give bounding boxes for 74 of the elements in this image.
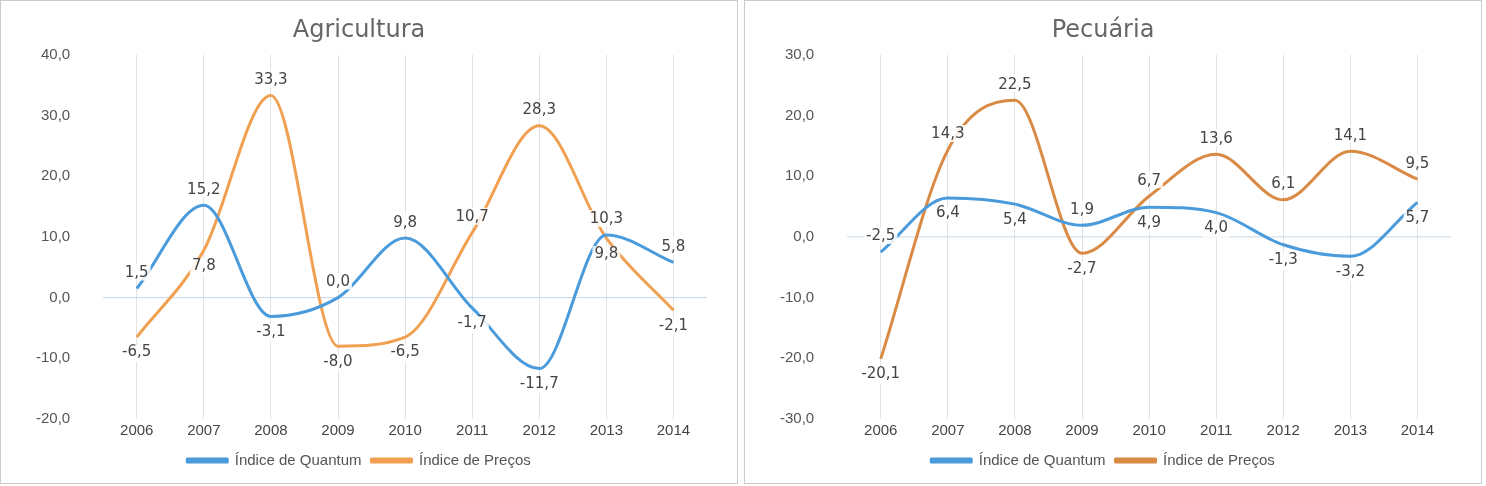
data-label: 9,5	[1405, 153, 1430, 172]
x-tick-label: 2006	[120, 421, 154, 439]
data-label: 5,4	[1002, 209, 1027, 228]
x-tick-label: 2014	[656, 421, 691, 439]
data-label: 14,3	[931, 124, 965, 143]
data-label: 0,0	[326, 271, 350, 290]
chart-title: Pecuária	[1051, 14, 1155, 43]
data-label: 6,7	[1137, 170, 1162, 189]
x-tick-label: 2007	[187, 421, 221, 439]
legend-label: Índice de Quantum	[978, 450, 1106, 468]
y-tick-label: 20,0	[40, 166, 71, 184]
data-label: 15,2	[187, 179, 221, 198]
x-tick-label: 2006	[864, 421, 898, 439]
data-label: 7,8	[191, 255, 216, 274]
legend-label: Índice de Preços	[419, 450, 531, 468]
y-tick-label: 30,0	[40, 105, 71, 123]
data-label: 13,6	[1199, 128, 1233, 147]
y-tick-label: 20,0	[784, 105, 815, 123]
data-label: -11,7	[519, 374, 559, 393]
data-label: -6,5	[390, 342, 420, 361]
legend-label: Índice de Quantum	[234, 450, 362, 468]
data-label: 33,3	[254, 69, 288, 88]
y-tick-label: 40,0	[40, 44, 71, 62]
y-tick-label: -20,0	[35, 409, 71, 427]
data-label: -6,5	[122, 342, 152, 361]
x-tick-label: 2013	[1333, 421, 1368, 439]
x-tick-label: 2009	[321, 421, 355, 439]
x-tick-label: 2011	[456, 421, 489, 439]
data-label: 1,5	[124, 262, 149, 281]
data-label: -20,1	[861, 364, 901, 383]
data-label: 10,7	[455, 207, 489, 226]
data-label: 5,8	[661, 236, 686, 255]
legend-label: Índice de Preços	[1163, 450, 1275, 468]
x-tick-label: 2008	[254, 421, 288, 439]
x-tick-label: 2010	[388, 421, 422, 439]
x-tick-label: 2007	[931, 421, 965, 439]
data-label: -2,7	[1067, 258, 1097, 277]
y-tick-label: 0,0	[49, 287, 71, 305]
data-label: 6,1	[1271, 174, 1296, 193]
y-tick-label: -20,0	[779, 348, 815, 366]
data-label: 4,0	[1204, 218, 1229, 237]
y-tick-label: -30,0	[779, 409, 815, 427]
data-label: -3,1	[256, 321, 286, 340]
x-tick-label: 2010	[1132, 421, 1166, 439]
x-tick-label: 2009	[1065, 421, 1099, 439]
data-label: -2,5	[866, 226, 896, 245]
y-tick-label: 30,0	[784, 44, 815, 62]
y-tick-label: 10,0	[784, 166, 815, 184]
data-label: -2,1	[658, 315, 689, 334]
data-label: -3,2	[1335, 261, 1366, 280]
data-label: 14,1	[1333, 125, 1368, 144]
data-label: 9,8	[594, 243, 619, 262]
x-tick-label: 2013	[589, 421, 624, 439]
chart-title: Agricultura	[292, 14, 426, 43]
data-label: 5,7	[1405, 207, 1430, 226]
data-label: -8,0	[323, 351, 353, 370]
data-label: 4,9	[1137, 212, 1162, 231]
x-tick-label: 2012	[1266, 421, 1300, 439]
data-label: 10,3	[589, 209, 624, 228]
data-label: 28,3	[522, 100, 556, 119]
x-tick-label: 2014	[1400, 421, 1435, 439]
y-tick-label: 0,0	[793, 227, 815, 245]
data-label: 1,9	[1070, 199, 1094, 218]
x-tick-label: 2008	[998, 421, 1032, 439]
data-label: -1,3	[1268, 250, 1298, 269]
data-label: -1,7	[457, 313, 487, 332]
data-label: 9,8	[393, 212, 418, 231]
y-tick-label: -10,0	[779, 287, 815, 305]
x-tick-label: 2012	[522, 421, 556, 439]
y-tick-label: -10,0	[35, 348, 71, 366]
y-tick-label: 10,0	[40, 227, 71, 245]
data-label: 22,5	[998, 74, 1032, 93]
x-tick-label: 2011	[1200, 421, 1233, 439]
data-label: 6,4	[935, 203, 960, 222]
